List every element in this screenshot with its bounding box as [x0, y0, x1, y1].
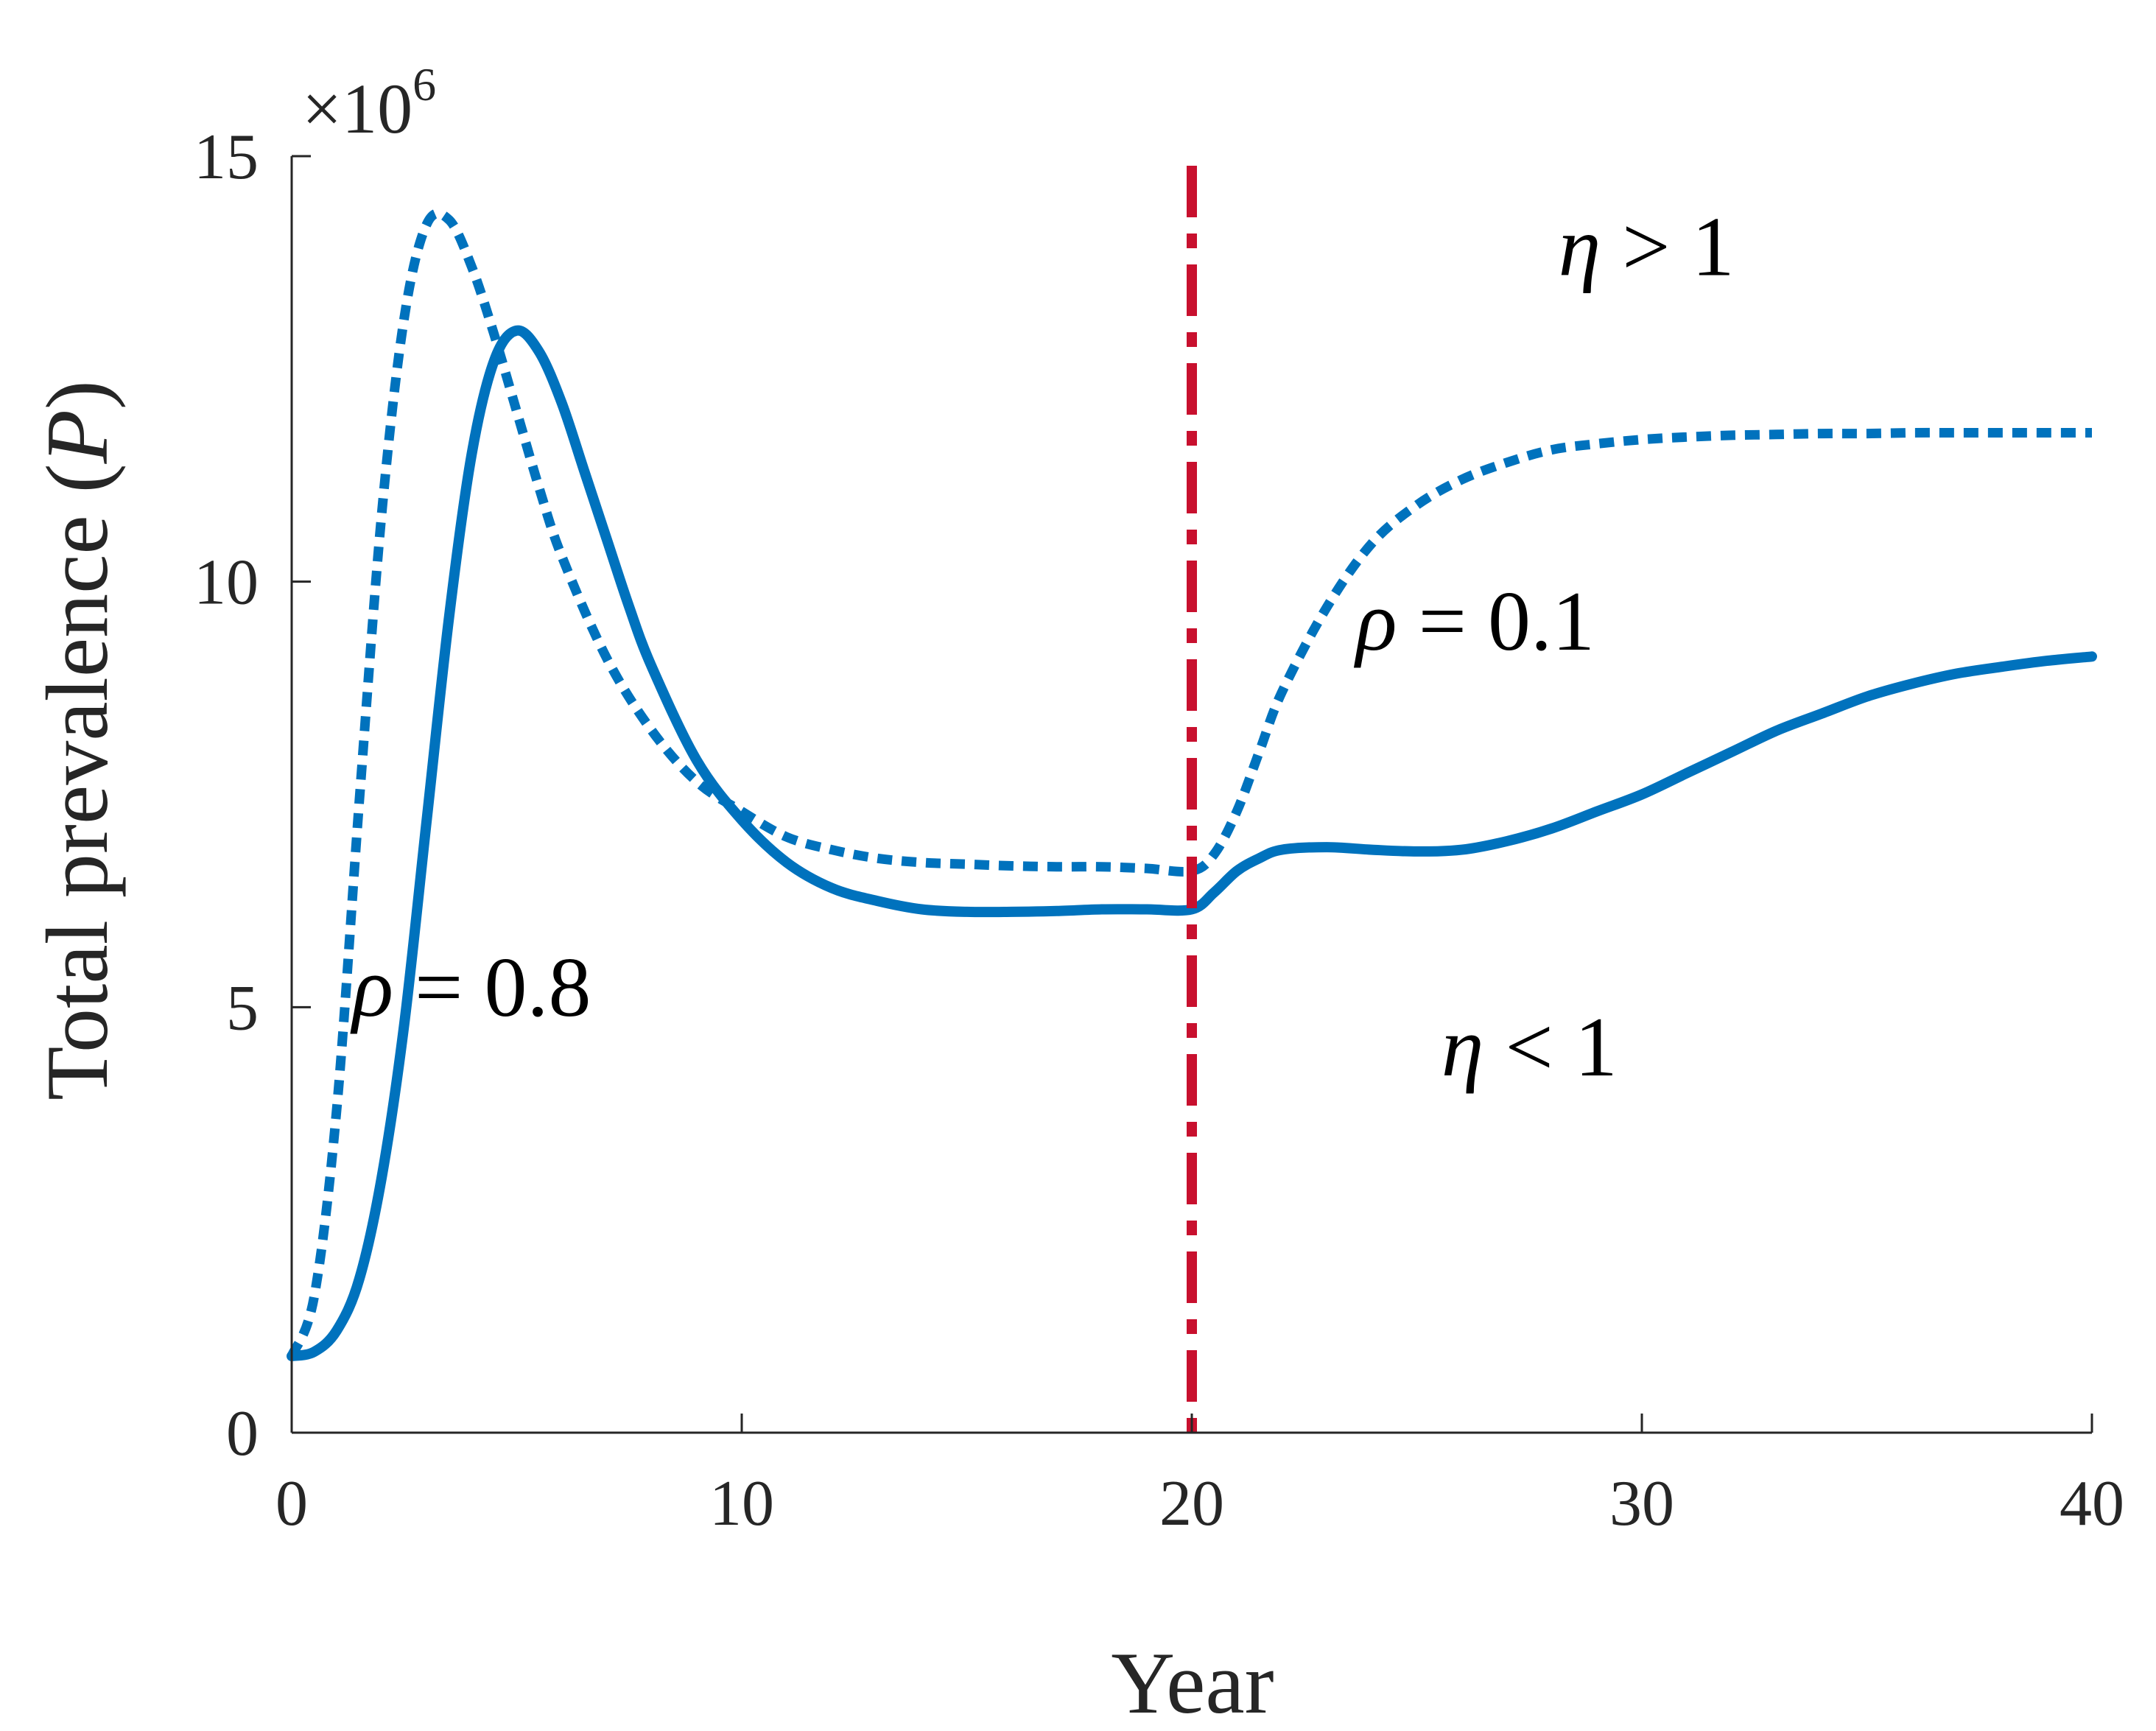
x-tick-label: 10 — [709, 1468, 774, 1539]
annotations: η > 1ρ = 0.1ρ = 0.8η < 1 — [350, 200, 1734, 1095]
annotation-symbol: ρ — [350, 941, 393, 1035]
y-axis-label-close-paren: ) — [28, 380, 126, 410]
annotation-condition: < 1 — [1483, 1000, 1617, 1095]
y-axis-multiplier-exponent: 6 — [412, 58, 436, 110]
y-tick-label: 5 — [226, 972, 259, 1044]
x-axis-label: Year — [1111, 1634, 1274, 1731]
annotation-condition: = 0.1 — [1397, 575, 1595, 669]
annotation-symbol: η — [1442, 1000, 1484, 1095]
y-tick-label: 0 — [226, 1398, 259, 1470]
x-axis-ticks: 0 10 20 30 40 — [275, 1414, 2124, 1539]
x-tick-label: 0 — [275, 1468, 308, 1539]
annotation-condition: = 0.8 — [393, 941, 591, 1035]
dotted-series-line — [287, 208, 2092, 1358]
annotation-label: η > 1 — [1559, 200, 1735, 295]
annotation-label: ρ = 0.8 — [350, 941, 591, 1035]
axes: 0 10 20 30 40 0 5 10 15 — [194, 122, 2124, 1539]
y-axis-multiplier-base: ×10 — [302, 69, 412, 148]
annotation-label: ρ = 0.1 — [1354, 575, 1595, 669]
series-layer — [287, 208, 2097, 1361]
y-axis-label: Total prevalence (P) — [28, 380, 126, 1100]
y-axis-ticks: 0 5 10 15 — [194, 122, 311, 1470]
annotation-label: η < 1 — [1442, 1000, 1618, 1095]
y-axis-label-text: Total prevalence — [28, 515, 126, 1100]
x-tick-label: 20 — [1159, 1468, 1224, 1539]
y-axis-label-symbol: P — [28, 410, 126, 464]
y-axis-label-open-paren: ( — [28, 463, 126, 515]
x-tick-label: 40 — [2060, 1468, 2124, 1539]
y-tick-label: 15 — [194, 122, 259, 193]
annotation-symbol: η — [1559, 200, 1601, 295]
annotation-condition: > 1 — [1601, 200, 1734, 295]
solid-series-line — [287, 325, 2097, 1361]
y-tick-label: 10 — [194, 547, 259, 619]
y-axis-multiplier: ×106 — [302, 58, 436, 148]
annotation-symbol: ρ — [1354, 575, 1397, 669]
x-tick-label: 30 — [1609, 1468, 1674, 1539]
